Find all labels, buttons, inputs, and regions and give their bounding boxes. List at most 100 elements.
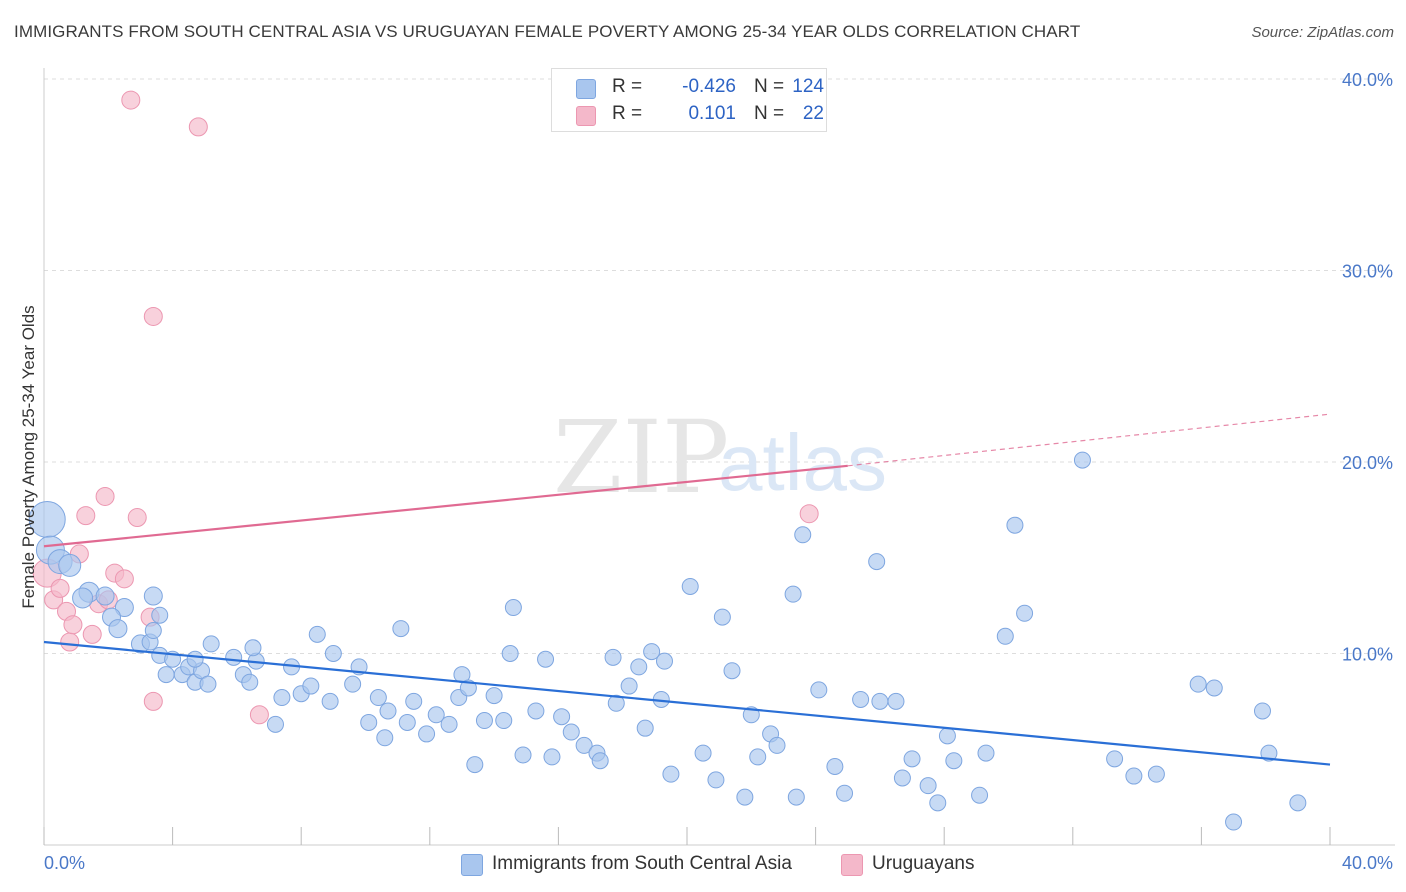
south-central-asia-points — [28, 451, 1307, 831]
uruguayans-point — [60, 632, 80, 652]
south-central-asia-point — [1147, 765, 1165, 783]
south-central-asia-point — [749, 748, 767, 766]
uruguayans-point — [82, 624, 102, 644]
south-central-asia-point — [244, 639, 262, 657]
south-central-asia-point — [1189, 675, 1207, 693]
south-central-asia-point — [887, 692, 905, 710]
south-central-asia-point — [392, 620, 410, 638]
y-tick-labels: 10.0% 20.0% 30.0% 40.0% — [1342, 70, 1393, 665]
south-central-asia-trend-line — [43, 640, 1331, 766]
south-central-asia-point — [723, 662, 741, 680]
south-central-asia-point — [1225, 813, 1243, 831]
south-central-asia-point — [996, 627, 1014, 645]
south-central-asia-point — [591, 752, 609, 770]
south-central-asia-point — [852, 690, 870, 708]
south-central-asia-point — [562, 723, 580, 741]
south-central-asia-point — [157, 666, 175, 684]
uruguayans-point — [50, 578, 70, 598]
south-central-asia-point — [938, 727, 956, 745]
south-central-asia-point — [636, 719, 654, 737]
south-central-asia-point — [919, 777, 937, 795]
south-central-asia-point — [95, 586, 115, 606]
south-central-asia-point — [1106, 750, 1124, 768]
south-central-asia-point — [485, 687, 503, 705]
south-central-asia-point — [324, 645, 342, 662]
uruguayans-point — [188, 117, 208, 137]
south-central-asia-point — [504, 599, 522, 617]
south-central-asia-point — [945, 752, 963, 770]
south-central-asia-point — [186, 650, 204, 668]
legend-swatch-blue — [461, 854, 483, 876]
south-central-asia-point — [1016, 604, 1034, 622]
south-central-asia-point — [787, 788, 805, 806]
south-central-asia-point — [681, 577, 699, 595]
south-central-asia-point — [344, 675, 362, 693]
axes — [43, 68, 1395, 846]
south-central-asia-point — [418, 725, 436, 743]
south-central-asia-point — [784, 585, 802, 603]
south-central-asia-point — [143, 586, 163, 606]
south-central-asia-point — [643, 643, 661, 661]
x-tick-labels: 0.0% 40.0% — [44, 853, 1393, 873]
uruguayans-point — [121, 90, 141, 110]
watermark: ZIP atlas — [553, 399, 887, 516]
south-central-asia-point — [514, 746, 532, 764]
y-tick-label: 10.0% — [1342, 645, 1393, 665]
south-central-asia-point — [794, 526, 812, 544]
legend-r-label: R = — [612, 103, 643, 124]
south-central-asia-point — [707, 771, 725, 789]
chart-title: IMMIGRANTS FROM SOUTH CENTRAL ASIA VS UR… — [14, 22, 1081, 41]
uruguayans-point — [76, 506, 96, 526]
watermark-zip: ZIP — [553, 399, 729, 516]
legend-swatch-pink — [841, 854, 863, 876]
south-central-asia-point — [893, 769, 911, 787]
watermark-atlas: atlas — [718, 418, 887, 507]
south-central-asia-point — [199, 675, 217, 693]
legend-n-label: N = — [754, 76, 785, 97]
south-central-asia-point — [537, 650, 555, 668]
south-central-asia-point — [379, 702, 397, 720]
y-tick-label: 40.0% — [1342, 70, 1393, 90]
south-central-asia-point — [308, 625, 326, 643]
x-tick-label: 40.0% — [1342, 853, 1393, 873]
south-central-asia-point — [1006, 516, 1024, 534]
y-tick-label: 20.0% — [1342, 453, 1393, 473]
x-tick-label: 0.0% — [44, 853, 85, 873]
uruguayans-point — [63, 615, 83, 635]
uruguayans-trend-line — [43, 464, 848, 548]
south-central-asia-point — [694, 744, 712, 762]
south-central-asia-point — [630, 658, 648, 676]
legend-label: Uruguayans — [872, 853, 975, 874]
legend-r-value: 0.101 — [688, 103, 736, 124]
legend-swatch-pink — [576, 106, 596, 126]
south-central-asia-point — [736, 788, 754, 806]
south-central-asia-point — [620, 677, 638, 695]
south-central-asia-point — [398, 713, 416, 731]
south-central-asia-point — [527, 702, 545, 720]
south-central-asia-point — [202, 635, 220, 653]
south-central-asia-point — [225, 648, 243, 666]
south-central-asia-point — [871, 692, 889, 710]
south-central-asia-point — [929, 794, 947, 812]
uruguayans-point — [114, 569, 134, 589]
y-tick-label: 30.0% — [1342, 262, 1393, 282]
south-central-asia-point — [826, 757, 844, 775]
uruguayans-point — [143, 306, 163, 326]
south-central-asia-point — [1125, 767, 1143, 785]
south-central-asia-point — [459, 679, 477, 697]
south-central-asia-point — [1205, 679, 1223, 697]
south-central-asia-point — [369, 689, 387, 707]
south-central-asia-point — [575, 736, 593, 754]
uruguayans-point — [249, 705, 269, 725]
south-central-asia-point — [604, 648, 622, 666]
legend-n-value: 124 — [792, 76, 824, 97]
south-central-asia-point — [971, 786, 989, 804]
uruguayans-point — [799, 504, 819, 524]
south-central-asia-point — [376, 729, 394, 747]
south-central-asia-point — [405, 692, 423, 710]
south-central-asia-point — [440, 715, 458, 733]
south-central-asia-point — [553, 708, 571, 726]
legend-label: Immigrants from South Central Asia — [492, 853, 792, 874]
legend-n-label: N = — [754, 103, 785, 124]
